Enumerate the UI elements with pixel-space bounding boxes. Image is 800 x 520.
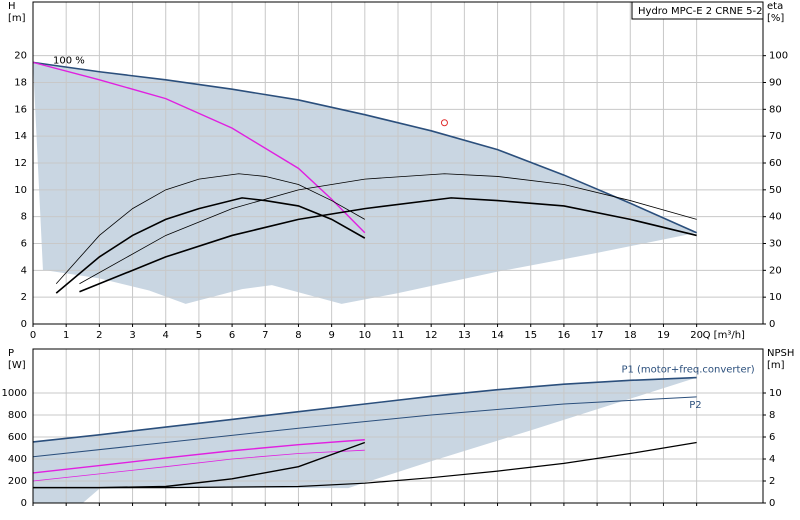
y2-tick-label: 30 (769, 239, 782, 250)
x-tick-label: 11 (392, 330, 405, 341)
y-tick-label: 10 (14, 185, 27, 196)
y2-tick-label: 0 (769, 498, 775, 509)
y-tick-label: 18 (14, 78, 27, 89)
y2-tick-label: 80 (769, 104, 782, 115)
y-tick-label: 6 (21, 239, 27, 250)
curve (32, 61, 366, 234)
y-tick-label: 1000 (2, 388, 27, 399)
y-axis-label: H (8, 1, 16, 12)
y2-tick-label: 40 (769, 212, 782, 223)
y2-tick-label: 50 (769, 185, 782, 196)
curve (32, 449, 365, 482)
y2-tick-label: 20 (769, 265, 782, 276)
x-tick-label: 10 (358, 330, 371, 341)
y-tick-label: 2 (21, 292, 27, 303)
y-tick-label: 16 (14, 104, 27, 115)
curve (79, 197, 697, 293)
x-tick-label: 3 (129, 330, 135, 341)
x-axis-label: Q [m³/h] (703, 330, 745, 341)
x-tick-label: 4 (163, 330, 169, 341)
y2-axis-label: eta (767, 1, 783, 12)
title-box (631, 1, 764, 20)
x-tick-label: 16 (558, 330, 571, 341)
curve-label: P1 (motor+freq.converter) (621, 365, 754, 376)
y2-tick-label: 10 (769, 292, 782, 303)
y-tick-label: 20 (14, 51, 27, 62)
x-tick-label: 20 (690, 330, 703, 341)
curve (55, 173, 366, 285)
y2-tick-label: 60 (769, 158, 782, 169)
x-tick-label: 1 (63, 330, 69, 341)
annotation: 100 % (53, 55, 85, 66)
y2-tick-label: 10 (769, 388, 782, 399)
y-tick-label: 600 (8, 432, 27, 443)
x-tick-label: 14 (491, 330, 504, 341)
y-tick-label: 8 (21, 212, 27, 223)
x-tick-label: 19 (657, 330, 670, 341)
y2-tick-label: 100 (769, 51, 788, 62)
y2-axis-unit: [m] (767, 360, 785, 371)
x-tick-label: 6 (229, 330, 235, 341)
x-tick-label: 18 (624, 330, 637, 341)
curve (33, 441, 697, 489)
x-tick-label: 17 (591, 330, 604, 341)
x-tick-label: 8 (295, 330, 301, 341)
y-tick-label: 200 (8, 476, 27, 487)
y-tick-label: 800 (8, 410, 27, 421)
y-tick-label: 400 (8, 454, 27, 465)
y-tick-label: 0 (21, 498, 27, 509)
y2-tick-label: 90 (769, 78, 782, 89)
x-tick-label: 5 (196, 330, 202, 341)
curve (79, 173, 697, 285)
plot-frame (32, 348, 764, 504)
x-tick-label: 13 (458, 330, 471, 341)
y2-tick-label: 70 (769, 131, 782, 142)
x-tick-label: 12 (425, 330, 438, 341)
curve (32, 396, 697, 458)
y-axis-unit: [m] (8, 13, 26, 24)
y2-tick-label: 8 (769, 410, 775, 421)
y2-tick-label: 0 (769, 319, 775, 330)
x-tick-label: 7 (262, 330, 268, 341)
y-axis-unit: [W] (8, 360, 26, 371)
x-tick-label: 0 (30, 330, 36, 341)
y-tick-label: 14 (14, 131, 27, 142)
plot-frame (32, 1, 764, 325)
y2-axis-label: NPSH (767, 348, 794, 359)
curve (32, 439, 365, 474)
curve-label: P2 (689, 400, 701, 411)
y2-axis-unit: [%] (767, 13, 784, 24)
duty-point (440, 119, 448, 127)
x-tick-label: 2 (96, 330, 102, 341)
chart-title: Hydro MPC-E 2 CRNE 5-2 (638, 6, 763, 17)
y-axis-label: P (8, 348, 14, 359)
curve (32, 61, 697, 234)
y-tick-label: 0 (21, 319, 27, 330)
curve (55, 197, 366, 294)
y2-tick-label: 2 (769, 476, 775, 487)
y-tick-label: 12 (14, 158, 27, 169)
y-tick-label: 4 (21, 265, 27, 276)
curve (32, 376, 697, 443)
y2-tick-label: 6 (769, 432, 775, 443)
x-tick-label: 15 (524, 330, 537, 341)
x-tick-label: 9 (328, 330, 334, 341)
y2-tick-label: 4 (769, 454, 775, 465)
